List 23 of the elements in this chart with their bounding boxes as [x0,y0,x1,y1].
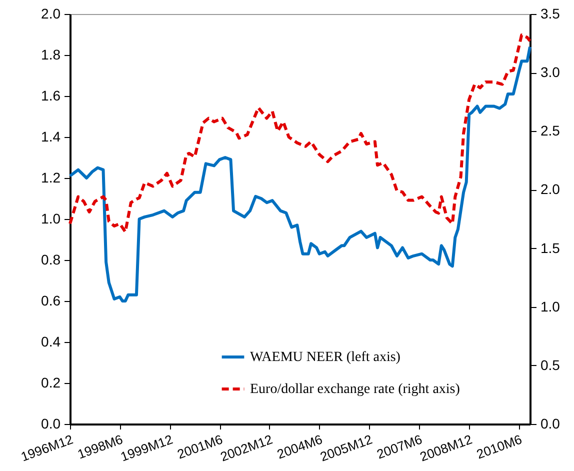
y-tick-label: 0.2 [41,374,61,390]
y2-tick-label: 2.0 [540,181,560,198]
y-tick-label: 1.0 [41,210,61,226]
y2-tick-label: 0.0 [540,416,560,432]
y-tick-label: 1.8 [41,46,61,62]
legend-label: WAEMU NEER (left axis) [250,350,401,365]
line-series [68,34,532,234]
y2-tick-label: 3.5 [540,6,560,22]
y2-tick-label: 0.5 [540,356,560,373]
y-tick-label: 0.8 [41,252,61,268]
y-tick-label: 2.0 [41,6,61,22]
y2-tick-label: 1.0 [540,298,560,314]
y-tick-label: 0.0 [41,416,61,432]
y-tick-label: 0.6 [41,292,61,308]
y2-tick-label: 1.5 [540,240,560,256]
line-series [68,45,532,302]
y2-tick-label: 2.5 [540,122,560,139]
y-tick-label: 1.2 [41,170,61,186]
y-tick-label: 1.4 [41,128,61,144]
y2-tick-label: 3.0 [540,64,560,80]
legend-label: Euro/dollar exchange rate (right axis) [250,382,460,397]
y-tick-label: 0.4 [41,334,61,350]
y-tick-label: 1.6 [41,88,61,104]
